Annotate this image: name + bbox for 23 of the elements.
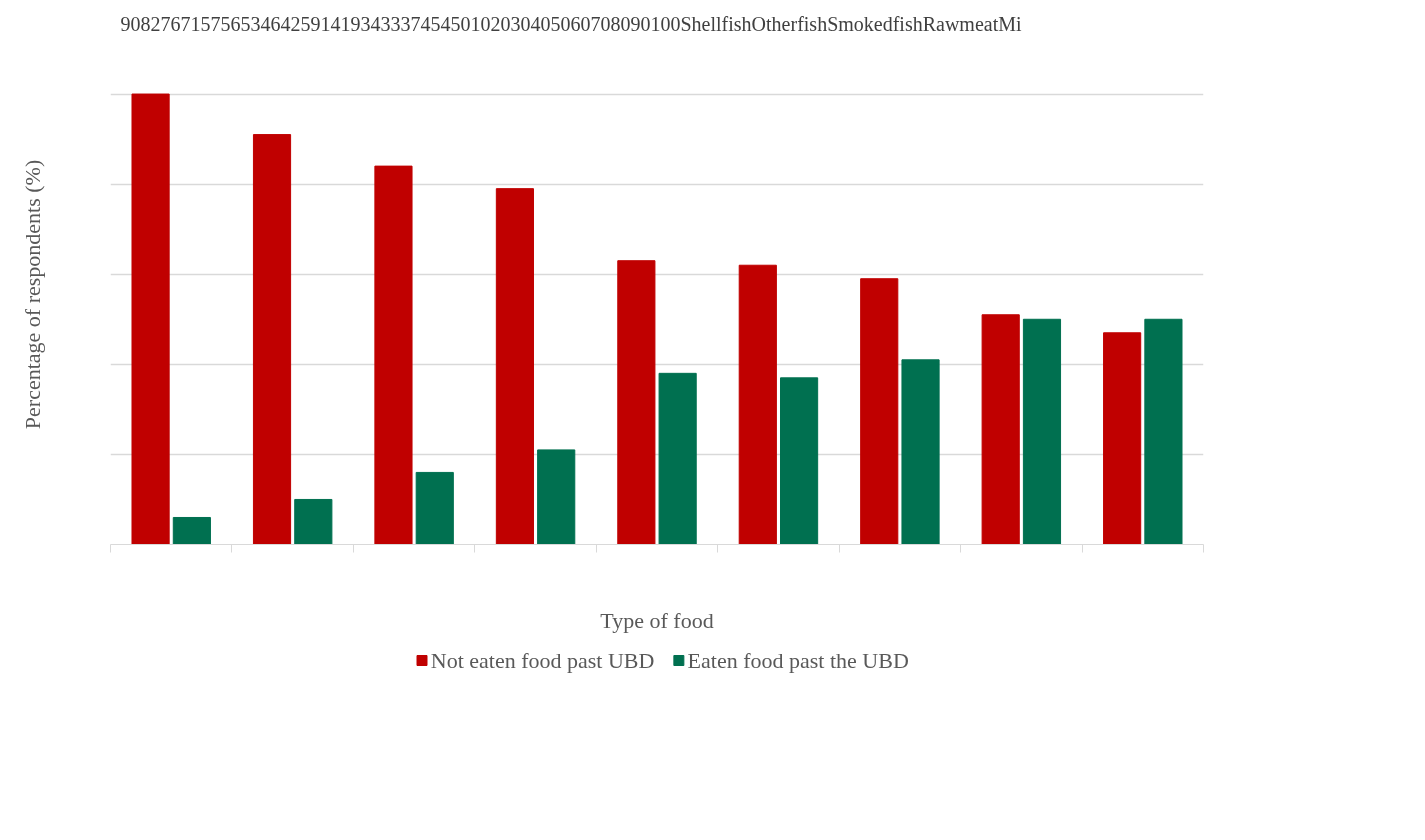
bar	[252, 134, 292, 545]
x-axis-title: Type of food	[600, 607, 714, 633]
legend-label: Not eaten food past UBD	[430, 648, 655, 673]
bar	[1144, 318, 1183, 545]
bar	[374, 165, 413, 545]
bar	[658, 372, 697, 545]
legend-label: Eaten food past the UBD	[687, 648, 909, 673]
bar	[495, 188, 534, 545]
y-axis-title: Percentage of respondents (%)	[19, 159, 45, 430]
bar	[1022, 318, 1062, 545]
bar	[738, 264, 777, 545]
bar	[537, 449, 576, 545]
bar	[172, 516, 211, 545]
bar	[860, 278, 899, 545]
bar	[415, 471, 454, 545]
bar	[901, 359, 940, 545]
bar	[1103, 332, 1142, 545]
bar	[131, 93, 170, 545]
bar	[780, 377, 819, 545]
text: 90827671575653464259141934333745450102030405060708090100ShellfishOtherfishSmokedfishRawmeatMi	[120, 12, 1023, 35]
bar	[617, 260, 656, 545]
bar	[981, 314, 1020, 545]
bar	[294, 498, 333, 545]
